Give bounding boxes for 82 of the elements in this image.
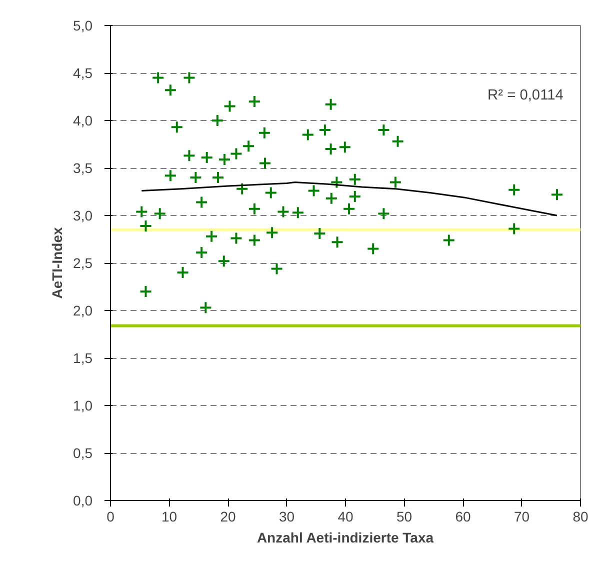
point — [176, 266, 190, 279]
x-tick-label: 80 — [572, 508, 588, 524]
point — [377, 207, 390, 220]
point — [248, 234, 261, 247]
point — [348, 172, 362, 186]
point — [508, 183, 521, 196]
point — [139, 219, 152, 232]
point — [318, 124, 332, 136]
point — [324, 142, 338, 156]
point — [276, 205, 290, 218]
y-tick-label: 2,0 — [73, 302, 93, 318]
x-tick-label: 10 — [161, 508, 178, 524]
point — [199, 301, 212, 314]
point — [442, 234, 456, 247]
point — [291, 206, 304, 220]
x-tick-label: 0 — [106, 508, 115, 524]
point — [195, 246, 208, 260]
point — [152, 71, 165, 84]
x-tick-label: 50 — [396, 508, 412, 524]
x-tick-label: 40 — [338, 508, 354, 524]
point — [210, 114, 224, 127]
y-tick-label: 4,0 — [73, 112, 93, 128]
point — [135, 205, 148, 218]
point — [195, 196, 208, 209]
point — [230, 147, 243, 160]
point — [230, 232, 243, 245]
point — [164, 169, 177, 182]
point — [391, 134, 404, 148]
y-axis-title: AeTI-Index — [49, 227, 66, 299]
point — [205, 230, 218, 243]
point — [212, 171, 225, 184]
point — [330, 236, 344, 249]
point — [182, 149, 196, 162]
point — [242, 140, 256, 153]
point — [270, 262, 284, 276]
x-tick-label: 30 — [278, 508, 295, 524]
point — [248, 95, 261, 108]
point — [164, 84, 177, 97]
point — [153, 207, 166, 220]
point — [258, 156, 272, 170]
point — [139, 285, 152, 298]
y-tick-label: 3,5 — [73, 160, 93, 176]
point — [236, 182, 249, 196]
annotation: R² = 0,0114 — [488, 88, 564, 104]
y-tick-label: 0,0 — [73, 492, 93, 508]
point — [182, 71, 196, 84]
point — [307, 184, 320, 198]
point — [338, 140, 352, 154]
y-tick-label: 1,0 — [73, 398, 93, 414]
y-tick-label: 2,5 — [73, 255, 93, 271]
point — [218, 152, 231, 166]
point — [200, 151, 214, 164]
point — [248, 202, 261, 216]
point — [550, 188, 564, 202]
point — [324, 98, 338, 111]
point — [217, 254, 230, 268]
point — [377, 124, 390, 136]
point — [223, 100, 236, 113]
y-tick-label: 1,5 — [73, 350, 93, 366]
line-series — [140, 182, 558, 216]
point — [324, 192, 338, 205]
y-tick-label: 5,0 — [73, 18, 93, 34]
point — [313, 227, 326, 240]
x-tick-label: 70 — [514, 508, 530, 524]
point — [266, 226, 279, 240]
x-axis-title: Anzahl Aeti-indizierte Taxa — [256, 530, 434, 546]
point — [170, 120, 184, 134]
point — [342, 202, 356, 216]
point — [258, 126, 271, 140]
point — [366, 242, 380, 256]
point — [508, 222, 521, 236]
x-tick-label: 60 — [455, 508, 471, 524]
x-tick-label: 20 — [220, 508, 236, 524]
point — [301, 128, 314, 142]
y-tick-label: 0,5 — [73, 445, 93, 461]
point — [189, 171, 202, 184]
point — [264, 186, 278, 200]
point — [388, 176, 402, 189]
point — [348, 190, 362, 203]
point — [330, 176, 344, 189]
y-tick-label: 4,5 — [73, 65, 93, 81]
y-tick-label: 3,0 — [73, 208, 93, 224]
